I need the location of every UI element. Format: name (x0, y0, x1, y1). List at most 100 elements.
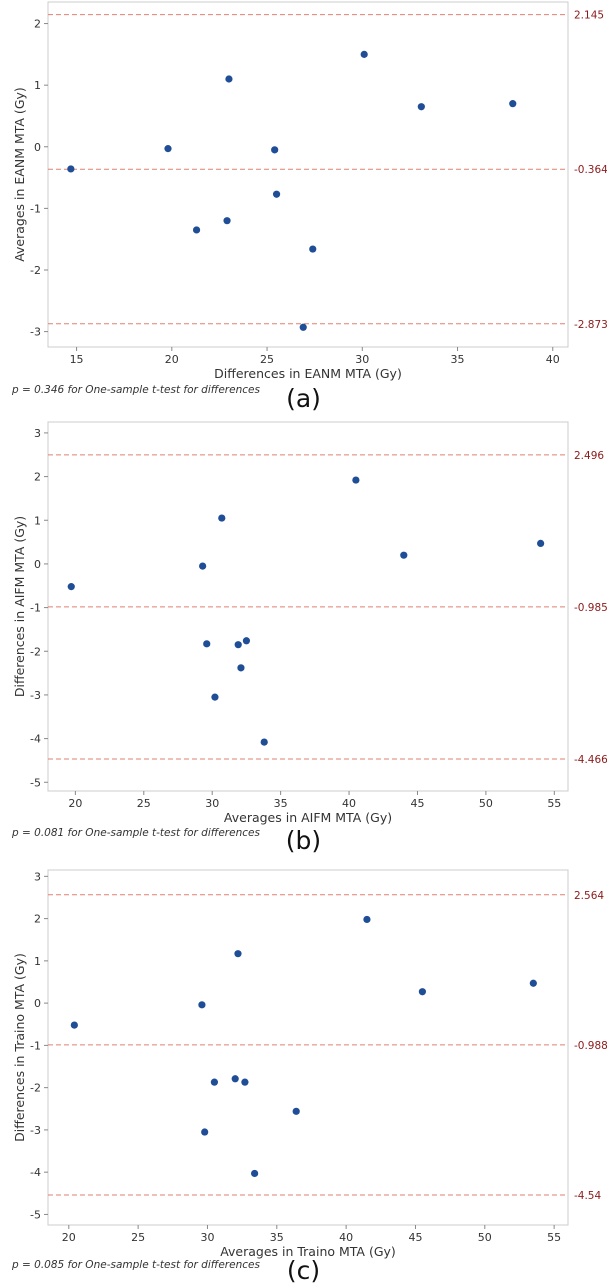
reference-line-label: -2.873 (574, 319, 607, 331)
x-tick-label: 30 (205, 797, 219, 810)
x-tick-label: 30 (200, 1231, 214, 1244)
y-tick-label: -4 (30, 1166, 41, 1179)
x-tick-label: 45 (410, 797, 424, 810)
y-axis-label: Differences in AIFM MTA (Gy) (12, 516, 27, 697)
y-tick-label: -3 (30, 326, 41, 339)
y-tick-label: 1 (34, 514, 41, 527)
y-tick-label: -2 (30, 1082, 41, 1095)
x-tick-label: 55 (547, 797, 561, 810)
x-tick-label: 50 (479, 797, 493, 810)
y-tick-label: 3 (34, 870, 41, 883)
x-tick-label: 25 (260, 353, 274, 366)
x-tick-label: 15 (70, 353, 84, 366)
y-tick-label: -5 (30, 1208, 41, 1221)
reference-line-label: -0.364 (574, 164, 607, 176)
y-tick-label: 1 (34, 955, 41, 968)
chart-b: 20 25 30 35 40 45 50 55 -5 -4 -3 -2 -1 0 1 2 3 2.496 -0.98… (12, 421, 607, 825)
data-point (292, 1107, 300, 1115)
reference-line-label: -0.985 (574, 602, 607, 614)
chart-a: 15 20 25 30 35 40 -3 -2 -1 0 1 2 2.145 -0.364 -2.873 Di… (12, 1, 607, 381)
data-point (272, 190, 281, 198)
data-point (418, 988, 426, 996)
data-point (237, 664, 245, 672)
data-point (400, 551, 408, 559)
x-tick-label: 35 (451, 353, 465, 366)
x-tick-label: 20 (165, 353, 179, 366)
x-tick-label: 20 (68, 797, 82, 810)
data-point (210, 1078, 218, 1086)
data-point (309, 245, 317, 253)
data-point (164, 145, 172, 153)
panel-c: 20 25 30 35 40 45 50 55 -5 -4 -3 -2 -1 0 1 2 3 2.564 -0.98… (0, 856, 607, 1287)
data-point (360, 50, 368, 58)
data-point (417, 103, 425, 111)
reference-line-label: 2.564 (574, 890, 604, 902)
y-tick-label: -1 (30, 602, 41, 615)
x-tick-label: 40 (546, 353, 560, 366)
y-tick-label: -2 (30, 264, 41, 277)
data-point (203, 640, 211, 648)
data-point (211, 693, 219, 701)
reference-line-label: -4.54 (574, 1190, 601, 1202)
x-tick-label: 40 (339, 1231, 353, 1244)
x-tick-label: 35 (274, 797, 288, 810)
data-point (218, 514, 226, 522)
x-tick-label: 50 (478, 1231, 492, 1244)
plot-frame-a (47, 1, 569, 348)
y-tick-label: 2 (34, 18, 41, 31)
x-tick-label: 25 (137, 797, 151, 810)
y-tick-label: 0 (34, 558, 41, 571)
data-point (352, 476, 360, 484)
panel-label-a: (a) (286, 384, 321, 413)
y-tick-label: -3 (30, 689, 41, 702)
y-tick-label: -2 (30, 645, 41, 658)
x-tick-label: 40 (342, 797, 356, 810)
x-tick-label: 30 (355, 353, 369, 366)
plot-frame-c (47, 869, 569, 1226)
data-point (199, 562, 207, 570)
data-point (234, 641, 242, 649)
y-tick-label: 0 (34, 141, 41, 154)
panel-a: 15 20 25 30 35 40 -3 -2 -1 0 1 2 2.145 -0.364 -2.873 Di… (0, 0, 607, 420)
x-tick-label: 25 (131, 1231, 145, 1244)
y-tick-label: 0 (34, 997, 41, 1010)
reference-line-label: -0.988 (574, 1040, 607, 1052)
p-value-note-a: p = 0.346 for One-sample t-test for diff… (12, 384, 260, 396)
data-point (67, 583, 75, 591)
data-point (234, 950, 242, 958)
panel-b: 20 25 30 35 40 45 50 55 -5 -4 -3 -2 -1 0 1 2 3 2.496 -0.98… (0, 420, 607, 856)
data-point (509, 100, 517, 108)
panel-label-b: (b) (285, 826, 322, 855)
data-point (225, 75, 233, 83)
data-point (242, 637, 251, 645)
data-point (70, 1021, 78, 1029)
y-tick-label: 1 (34, 79, 41, 92)
data-point (529, 979, 537, 987)
data-point (241, 1078, 249, 1086)
reference-line-label: 2.496 (574, 450, 604, 462)
data-point (363, 915, 371, 924)
x-tick-label: 55 (547, 1231, 561, 1244)
data-point (251, 1169, 259, 1178)
data-point (299, 323, 307, 331)
x-axis-label: Averages in AIFM MTA (Gy) (224, 810, 392, 825)
data-point (260, 738, 268, 746)
p-value-note-b: p = 0.081 for One-sample t-test for diff… (12, 827, 260, 839)
y-tick-label: -1 (30, 1039, 41, 1052)
data-point (67, 165, 75, 173)
x-axis-label: Averages in Traino MTA (Gy) (220, 1244, 396, 1259)
panel-label-c: (c) (286, 1256, 321, 1285)
data-point (271, 146, 279, 154)
x-tick-label: 45 (408, 1231, 422, 1244)
y-axis-label: Differences in Traino MTA (Gy) (12, 953, 27, 1142)
chart-c: 20 25 30 35 40 45 50 55 -5 -4 -3 -2 -1 0 1 2 3 2.564 -0.98… (12, 869, 607, 1259)
data-point (192, 226, 201, 234)
y-tick-label: -3 (30, 1124, 41, 1137)
data-point (198, 1001, 206, 1009)
data-point (537, 539, 545, 547)
x-tick-label: 20 (62, 1231, 76, 1244)
reference-line-label: -4.466 (574, 754, 607, 766)
p-value-note-c: p = 0.085 for One-sample t-test for diff… (12, 1259, 260, 1271)
reference-line-label: 2.145 (574, 10, 604, 22)
y-tick-label: -5 (30, 776, 41, 789)
